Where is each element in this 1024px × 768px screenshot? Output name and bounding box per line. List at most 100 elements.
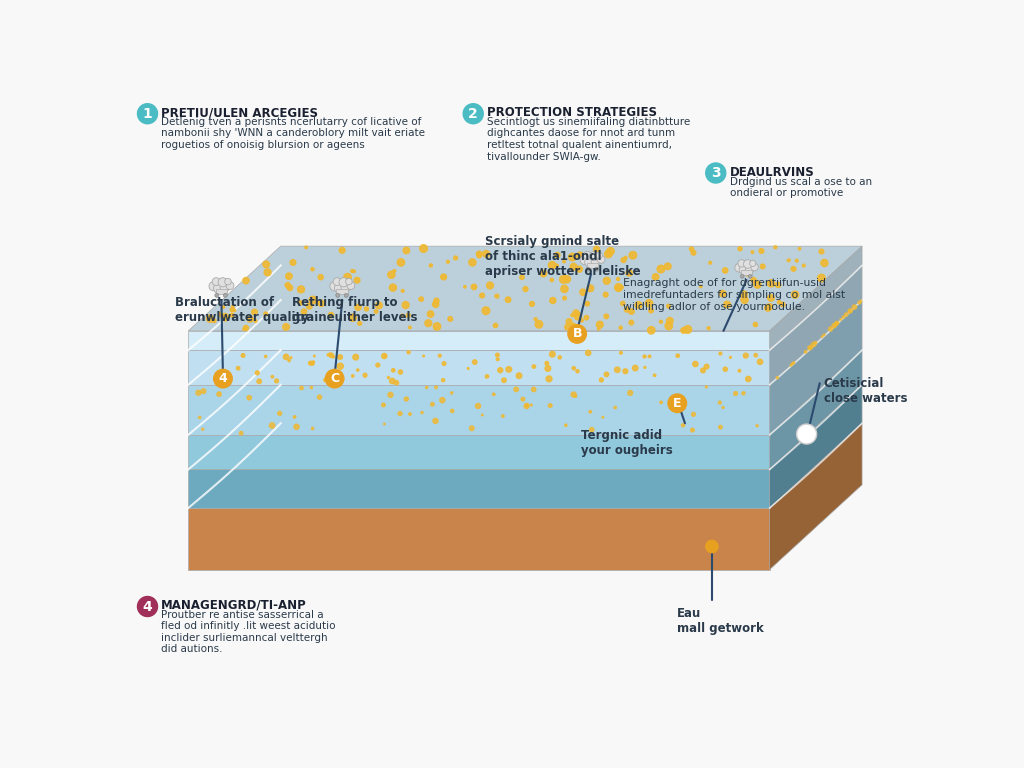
Circle shape [388,392,393,397]
Circle shape [525,403,528,407]
Circle shape [231,305,234,307]
Circle shape [393,270,395,272]
Polygon shape [741,270,752,275]
Circle shape [852,305,857,310]
Circle shape [463,104,483,124]
Polygon shape [188,435,770,469]
Circle shape [263,261,269,268]
Circle shape [226,282,233,290]
Circle shape [387,376,389,379]
Circle shape [705,364,709,369]
Polygon shape [188,423,862,508]
Circle shape [356,369,358,371]
Circle shape [514,387,518,392]
Polygon shape [188,247,862,331]
Circle shape [243,277,249,284]
Text: Braluctation of
erunwlwater quality: Braluctation of erunwlwater quality [175,296,309,324]
Circle shape [793,362,795,363]
Polygon shape [188,385,862,469]
Circle shape [776,376,778,379]
Circle shape [563,276,570,283]
Circle shape [585,316,589,319]
Circle shape [811,343,816,346]
Circle shape [271,376,273,378]
Polygon shape [188,300,862,385]
Circle shape [563,296,566,300]
Circle shape [836,321,839,325]
Circle shape [597,256,605,263]
Circle shape [740,291,748,298]
Circle shape [502,378,506,382]
Circle shape [520,275,524,280]
Circle shape [616,286,621,291]
Text: Drdgind us scal a ose to an
ondieral or promotive: Drdgind us scal a ose to an ondieral or … [730,177,871,198]
Polygon shape [188,350,862,435]
Circle shape [240,432,243,435]
Circle shape [339,278,348,287]
Circle shape [433,323,440,330]
Circle shape [318,275,324,280]
Circle shape [754,353,758,357]
Circle shape [620,286,624,289]
Circle shape [329,353,331,355]
Circle shape [255,371,259,375]
Circle shape [720,290,726,296]
Circle shape [529,302,535,306]
Polygon shape [770,266,862,385]
Circle shape [808,346,812,350]
Circle shape [403,247,410,253]
Text: B: B [572,327,582,340]
Circle shape [555,253,560,258]
Circle shape [339,247,345,253]
Polygon shape [337,289,348,294]
Circle shape [756,425,758,427]
Circle shape [735,263,743,272]
Circle shape [821,336,823,337]
Circle shape [614,367,620,372]
Circle shape [722,406,724,409]
Circle shape [494,323,498,328]
Circle shape [318,300,325,306]
Circle shape [738,247,742,250]
Circle shape [754,281,761,288]
Circle shape [288,359,290,362]
Circle shape [828,327,833,331]
Circle shape [482,307,489,315]
Circle shape [301,309,306,314]
Circle shape [243,328,246,330]
Circle shape [293,415,296,419]
Circle shape [596,321,603,328]
Circle shape [376,302,382,309]
Circle shape [682,424,685,427]
Text: Scrsialy gmind salte
of thinc ala1-ondl
apriser wotter orleliske: Scrsialy gmind salte of thinc ala1-ondl … [484,234,640,277]
Circle shape [629,320,634,325]
Circle shape [580,289,586,296]
Circle shape [389,379,395,384]
Circle shape [247,396,251,400]
Text: 4: 4 [142,600,153,614]
Circle shape [429,264,432,267]
Circle shape [336,293,340,297]
Polygon shape [188,350,770,385]
Circle shape [604,250,612,258]
Circle shape [313,355,315,357]
Circle shape [426,386,428,389]
Circle shape [821,260,828,266]
Circle shape [409,326,412,329]
Circle shape [581,256,589,265]
Circle shape [751,263,758,271]
Circle shape [498,368,503,372]
Circle shape [729,356,731,359]
Circle shape [467,368,469,369]
Circle shape [759,249,764,253]
Circle shape [431,402,434,406]
Circle shape [506,366,512,372]
Circle shape [451,392,453,394]
Circle shape [344,293,348,297]
Circle shape [590,428,594,432]
Circle shape [278,412,282,415]
Circle shape [446,260,450,263]
Circle shape [329,313,334,318]
Circle shape [433,419,438,423]
Circle shape [435,386,437,389]
